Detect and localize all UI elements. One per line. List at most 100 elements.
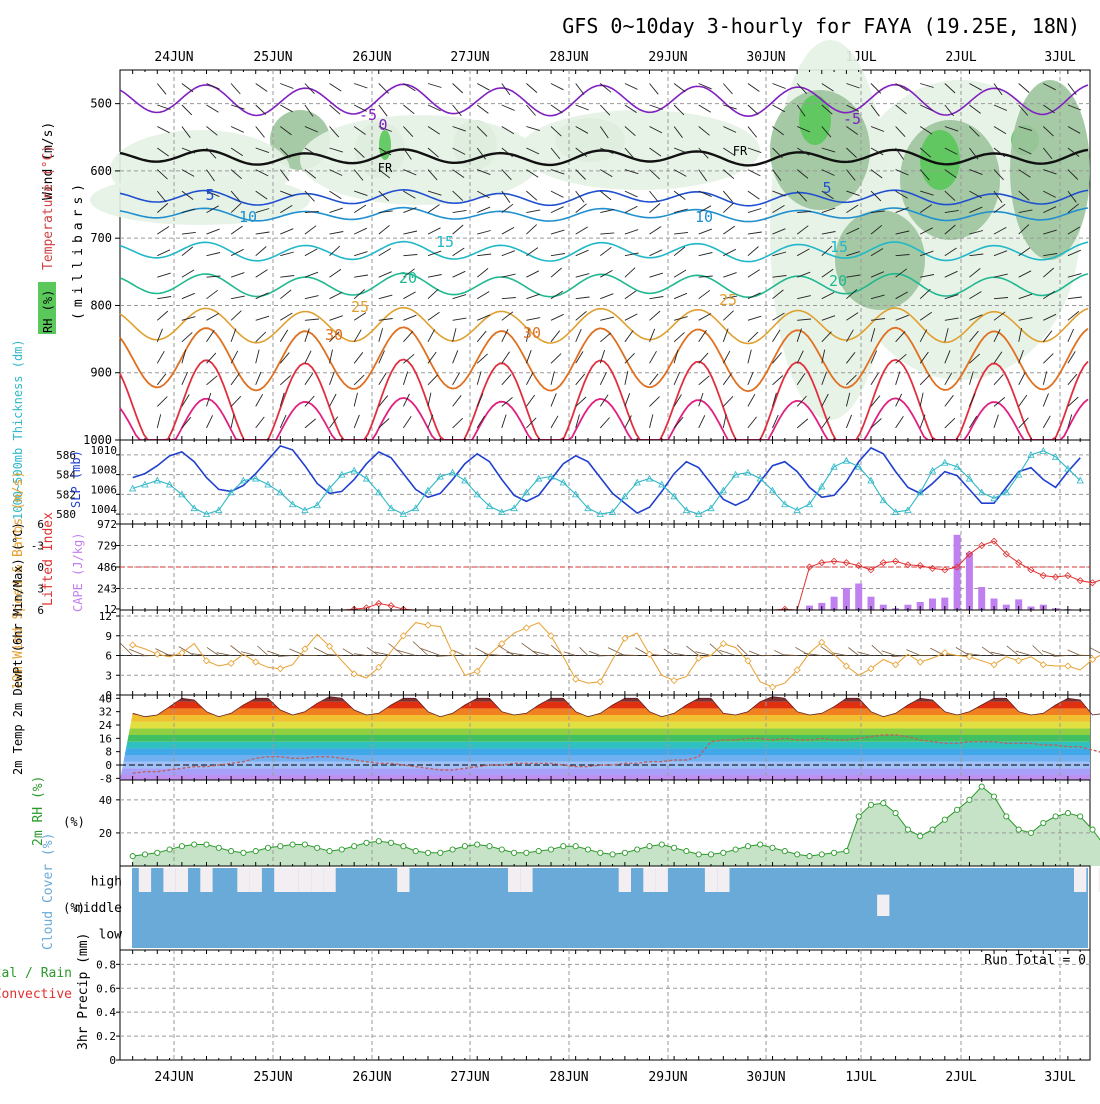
rh-2m-point [635, 847, 640, 852]
precip-tick-label: 0.6 [96, 982, 116, 995]
cloud-unit-label: (%) [63, 901, 85, 915]
rh-2m-point [241, 850, 246, 855]
wind-tick-label: 3 [105, 669, 112, 682]
wind-tick-label: 6 [105, 650, 112, 663]
rh-2m-point [401, 844, 406, 849]
rh-2m-point [930, 827, 935, 832]
rh-2m-point [893, 811, 898, 816]
precip-panel: 00.20.40.60.8 Run Total = 0 Total / Rain… [0, 933, 1090, 1067]
cloud-clear-cell [274, 868, 286, 892]
isotherm-label: 25 [719, 291, 737, 309]
ylabel-rh: RH (%) [41, 290, 55, 333]
rh-2m-point [795, 852, 800, 857]
precip-tick-label: 0.4 [96, 1006, 116, 1019]
cloud-clear-cell [287, 868, 299, 892]
rh-2m-point [1028, 830, 1033, 835]
top-date-label: 29JUN [648, 50, 687, 65]
slp-tick-label: 1008 [91, 464, 118, 477]
rh-2m-point [179, 844, 184, 849]
cape-tick-label: 729 [97, 540, 117, 553]
isotherm-label: -5 [359, 106, 377, 124]
temperature-band [120, 755, 1090, 762]
precip-tick-label: 0 [109, 1054, 116, 1067]
ylabel-pressure: (millibars) [71, 179, 86, 320]
temp-tick-label: 24 [99, 719, 113, 732]
precip-frame [120, 950, 1090, 1060]
rh-2m-point [807, 854, 812, 859]
rh-2m-point [1041, 820, 1046, 825]
bottom-date-label: 26JUN [352, 1070, 391, 1085]
bottom-date-label: 28JUN [549, 1070, 588, 1085]
rh-2m-point [1004, 814, 1009, 819]
cloud-clear-cell [323, 868, 335, 892]
rh-2m-point [302, 842, 307, 847]
rh-2m-point [979, 784, 984, 789]
isotherm-label: 30 [523, 324, 541, 342]
bottom-date-label: 1JUL [845, 1070, 876, 1085]
cloud-level-label: low [99, 928, 123, 943]
ylabel-cloud-cover: Cloud Cover (%) [41, 833, 56, 950]
cloud-clear-cell [250, 868, 262, 892]
temp-tick-label: 8 [105, 746, 112, 759]
cloud-clear-cell [139, 868, 151, 892]
slp-tick-label: 1006 [91, 483, 118, 496]
rh-2m-point [991, 794, 996, 799]
rh-blob [835, 210, 925, 310]
cloud-clear-cell [705, 868, 717, 892]
rh-2m-point [1053, 814, 1058, 819]
rh-2m-point [1090, 827, 1095, 832]
rh-2m-point [868, 802, 873, 807]
temperature-band [120, 722, 1090, 729]
bottom-date-label: 3JUL [1044, 1070, 1075, 1085]
isotherm-label: -5 [843, 110, 861, 128]
rh-2m-point [499, 847, 504, 852]
cloud-clear-cell [200, 868, 212, 892]
top-date-label: 24JUN [154, 50, 193, 65]
cape-bar [978, 587, 985, 610]
isotherm-label: 10 [695, 208, 713, 226]
rh-2m-point [511, 850, 516, 855]
isotherm-label: 15 [830, 238, 848, 256]
rh-2m-point [425, 850, 430, 855]
rh-blob [1010, 80, 1090, 260]
rh-2m-point [376, 839, 381, 844]
bottom-date-label: 29JUN [648, 1070, 687, 1085]
thickness-tick-label: 580 [56, 508, 76, 521]
rh-2m-point [524, 850, 529, 855]
rh-2m-point [832, 850, 837, 855]
temp-tick-label: 16 [99, 732, 112, 745]
cloud-clear-cell [397, 868, 409, 892]
rh-2m-point [327, 849, 332, 854]
y-tick-label: 500 [90, 97, 112, 111]
rh-2m-point [536, 849, 541, 854]
cloud-clear-cell [717, 868, 729, 892]
rh-2m-point [352, 844, 357, 849]
rh-2m-point [659, 842, 664, 847]
y-tick-label: 800 [90, 298, 112, 312]
ylabel-slp: SLP (mb) [69, 450, 83, 508]
temperature-band [120, 715, 1090, 722]
cloud-clear-cell [877, 895, 889, 916]
rh-2m-point [745, 844, 750, 849]
bottom-date-label: 2JUL [945, 1070, 976, 1085]
cloud-clear-cell [237, 868, 249, 892]
cloud-clear-cell [163, 868, 175, 892]
rh-2m-point [819, 852, 824, 857]
rh-2m-point [155, 850, 160, 855]
temp-tick-label: 40 [99, 692, 112, 705]
isotherm-label: 15 [436, 233, 454, 251]
isotherm-label: 10 [239, 208, 257, 226]
isotherm-label: 0 [378, 116, 387, 134]
wind-tick-label: 12 [99, 610, 112, 623]
legend-convective: Convective [0, 987, 72, 1002]
top-date-label: 26JUN [352, 50, 391, 65]
cloud-clear-cell [619, 868, 631, 892]
isotherm-label: 5 [822, 179, 831, 197]
temperature-band [120, 735, 1090, 742]
rh-2m-point [438, 850, 443, 855]
top-date-label: 25JUN [253, 50, 292, 65]
rh-2m-point [585, 847, 590, 852]
